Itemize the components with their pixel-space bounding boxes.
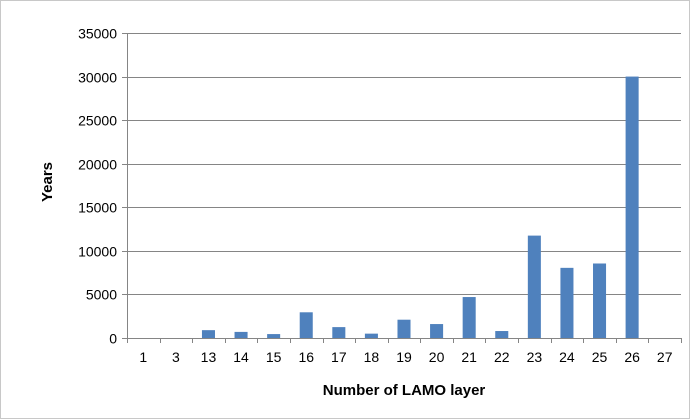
bar-18 (364, 333, 378, 338)
x-tick-label: 27 (657, 349, 673, 365)
axes (122, 33, 682, 343)
y-tick-label: 30000 (78, 70, 117, 86)
x-tick-label: 22 (494, 349, 510, 365)
bar-20 (430, 324, 444, 338)
x-tick-label: 19 (396, 349, 412, 365)
bar-21 (462, 297, 476, 338)
x-tick-label: 25 (592, 349, 608, 365)
bar-25 (593, 263, 607, 338)
bar-23 (527, 235, 541, 338)
bar-16 (299, 312, 313, 338)
x-tick-label: 1 (139, 349, 147, 365)
x-tick-label: 13 (201, 349, 217, 365)
x-tick-label: 26 (624, 349, 640, 365)
x-tick-label: 24 (559, 349, 575, 365)
bar-26 (625, 76, 639, 339)
y-tick-label: 20000 (78, 157, 117, 173)
x-tick-label: 23 (527, 349, 543, 365)
bars (201, 76, 639, 339)
bar-17 (332, 327, 346, 338)
x-tick-label: 14 (233, 349, 249, 365)
bar-24 (560, 267, 574, 338)
y-tick-labels: 0 5000 10000 15000 20000 25000 30000 35000 (78, 26, 117, 347)
x-tick-labels: 1 3 13 14 15 16 17 18 19 20 21 22 23 24 25 26 27 (139, 349, 672, 365)
x-tick-label: 21 (461, 349, 477, 365)
y-axis-title: Years (39, 162, 56, 202)
y-tick-label: 25000 (78, 113, 117, 129)
x-tick-label: 17 (331, 349, 347, 365)
y-tick-label: 5000 (86, 287, 117, 303)
y-tick-label: 10000 (78, 244, 117, 260)
x-axis-title: Number of LAMO layer (323, 382, 486, 399)
x-tick-label: 3 (172, 349, 180, 365)
y-tick-label: 15000 (78, 200, 117, 216)
x-tick-label: 15 (266, 349, 282, 365)
bar-14 (234, 331, 248, 338)
bar-13 (201, 330, 215, 338)
bar-19 (397, 319, 411, 338)
y-tick-label: 0 (109, 331, 117, 347)
bar-15 (267, 334, 281, 338)
x-tick-label: 16 (298, 349, 314, 365)
x-tick-label: 20 (429, 349, 445, 365)
y-tick-label: 35000 (78, 26, 117, 42)
bar-22 (495, 331, 509, 338)
x-tick-label: 18 (364, 349, 380, 365)
gridlines (127, 33, 681, 295)
